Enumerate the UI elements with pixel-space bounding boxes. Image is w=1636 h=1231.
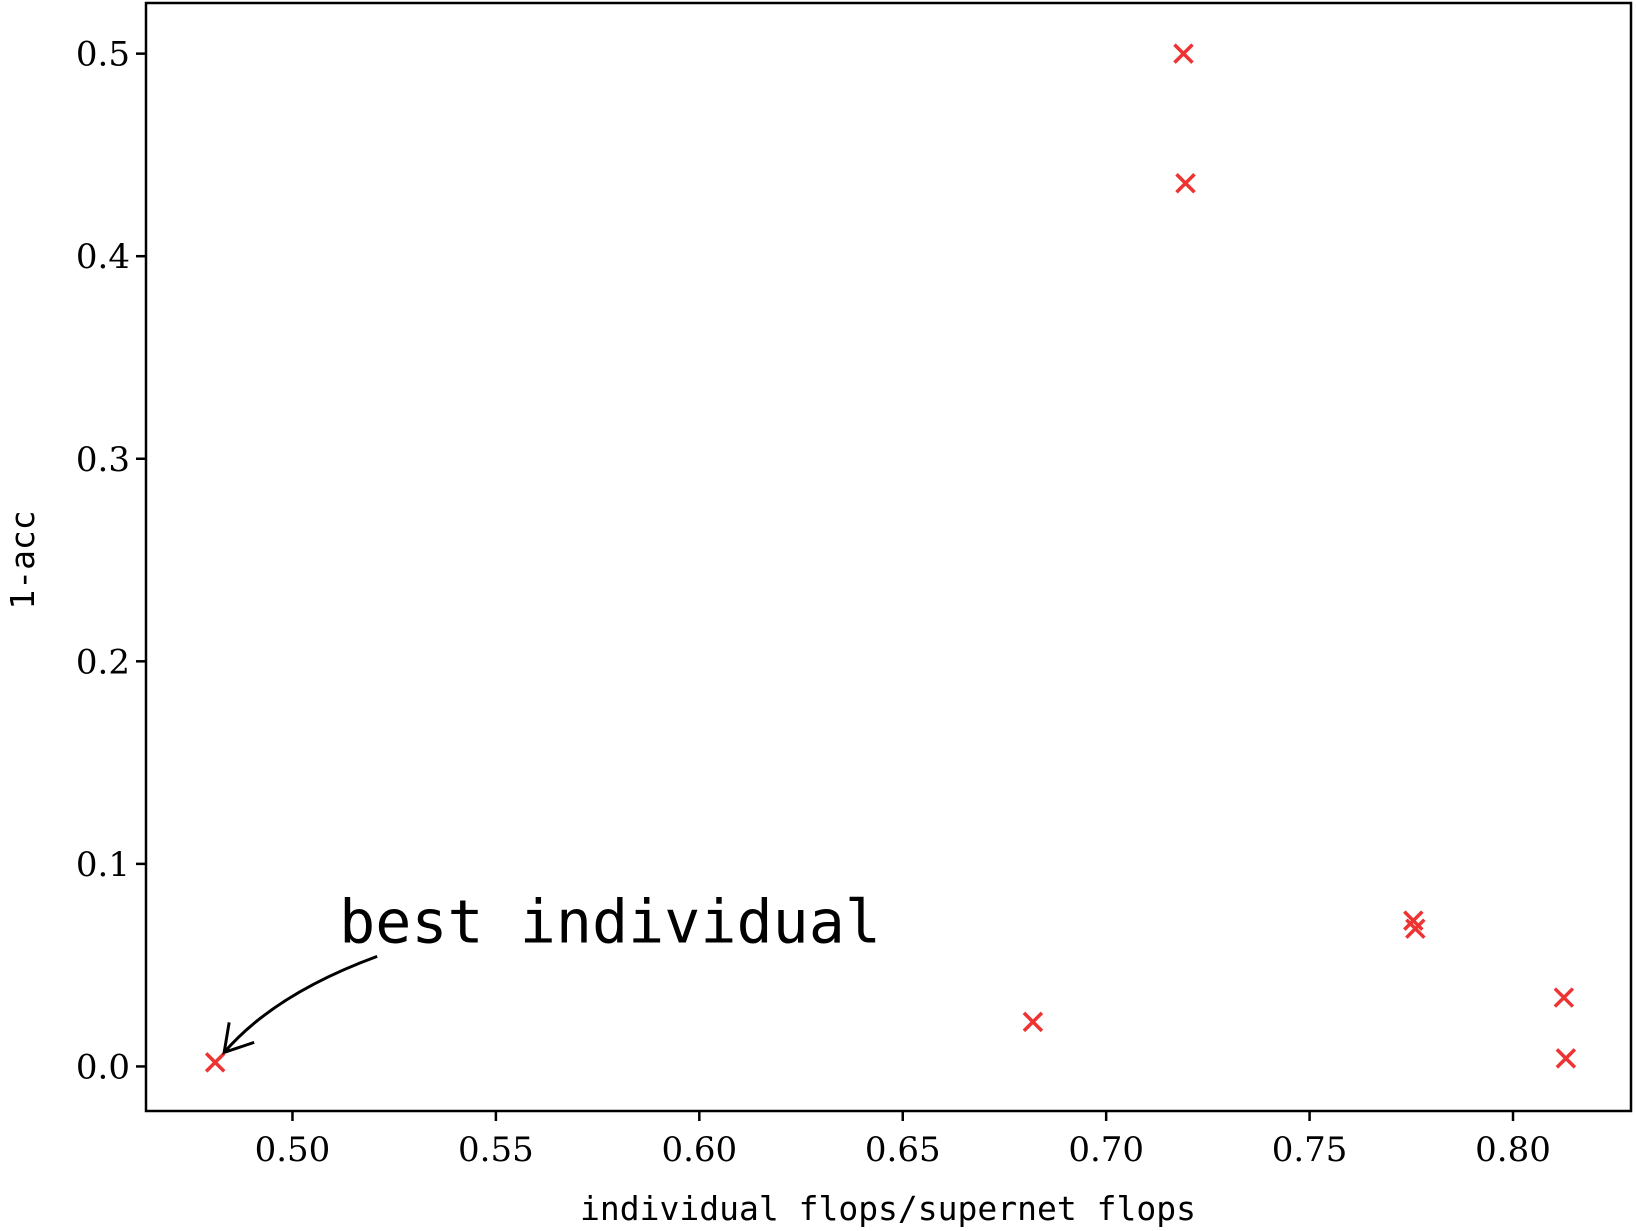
data-point: [1405, 918, 1426, 939]
x-axis-ticks: 0.50 0.55 0.60 0.65 0.70 0.75 0.80: [255, 1111, 1551, 1170]
annotations: best individual: [222, 887, 881, 1055]
x-tick-label: 0.65: [865, 1130, 941, 1170]
annotation-text: best individual: [339, 887, 881, 957]
data-point: [1555, 1048, 1577, 1069]
data-point: [1173, 43, 1194, 64]
x-axis-label: individual flops/supernet flops: [580, 1189, 1196, 1228]
plot-frame: [144, 1, 1633, 1113]
data-point: [1175, 173, 1196, 194]
data-point: [1022, 1011, 1044, 1033]
y-tick-label: 0.1: [76, 845, 130, 885]
y-tick-label: 0.2: [76, 642, 130, 682]
y-tick-label: 0.5: [76, 35, 130, 75]
annotation-arrow: [223, 954, 378, 1054]
x-tick-label: 0.55: [458, 1130, 534, 1170]
x-tick-label: 0.60: [661, 1130, 737, 1170]
y-tick-label: 0.4: [76, 237, 130, 277]
x-tick-label: 0.50: [255, 1130, 331, 1170]
x-tick-label: 0.75: [1272, 1130, 1348, 1170]
data-point: [1553, 987, 1575, 1008]
y-tick-label: 0.3: [76, 440, 130, 480]
x-tick-label: 0.80: [1475, 1130, 1551, 1170]
y-tick-label: 0.0: [76, 1047, 130, 1087]
x-tick-label: 0.70: [1068, 1130, 1144, 1170]
data-point: [204, 1052, 226, 1073]
data-points: [204, 43, 1577, 1073]
y-axis-ticks: 0.0 0.1 0.2 0.3 0.4 0.5: [76, 35, 146, 1087]
annotation-arrowhead: [222, 1022, 255, 1055]
y-axis-label: 1-acc: [3, 510, 42, 609]
